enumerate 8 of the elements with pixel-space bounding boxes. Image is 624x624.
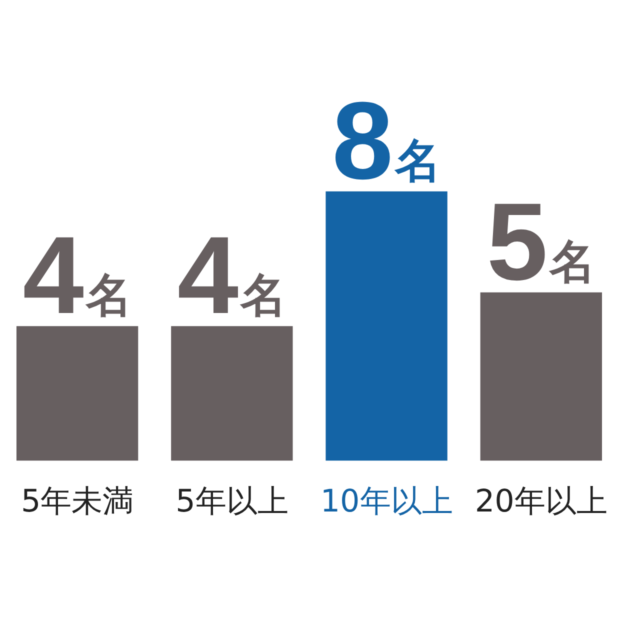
x-tick-label: 5年以上 xyxy=(176,483,288,520)
data-label: 4名 xyxy=(177,214,287,338)
x-tick-label: 10年以上 xyxy=(320,483,453,520)
data-label: 4名 xyxy=(22,214,132,338)
x-tick-label: 20年以上 xyxy=(474,483,608,520)
data-label: 5名 xyxy=(486,180,596,304)
data-label: 8名 xyxy=(332,79,442,202)
x-tick-label: 5年未満 xyxy=(20,483,134,520)
